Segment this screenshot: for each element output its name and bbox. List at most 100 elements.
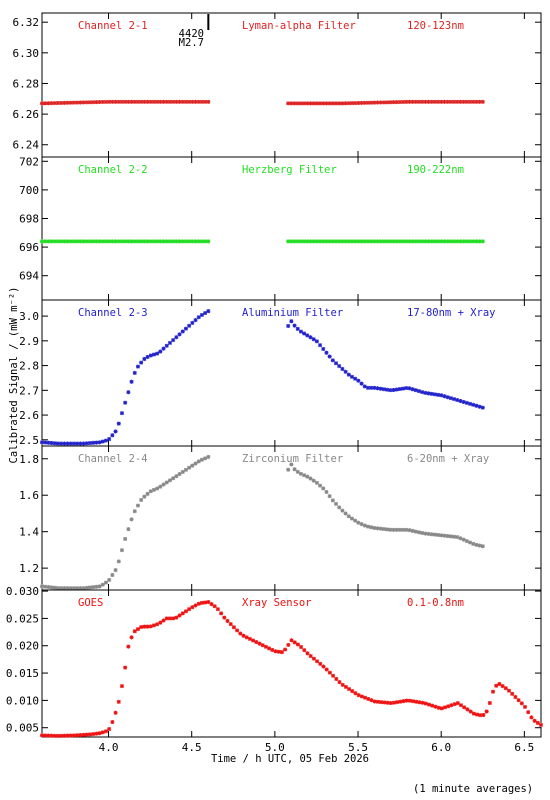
data-point bbox=[177, 332, 182, 337]
data-point bbox=[442, 99, 447, 104]
data-point bbox=[526, 710, 531, 715]
data-point bbox=[129, 635, 134, 640]
data-point bbox=[350, 689, 355, 694]
data-point bbox=[193, 603, 198, 608]
data-point bbox=[132, 239, 137, 244]
data-point bbox=[340, 101, 345, 106]
data-point bbox=[167, 239, 172, 244]
data-point bbox=[276, 649, 281, 654]
data-point bbox=[391, 100, 396, 105]
data-point bbox=[381, 239, 386, 244]
data-point bbox=[417, 700, 422, 705]
data-point bbox=[46, 101, 51, 106]
data-point bbox=[199, 239, 204, 244]
data-point bbox=[46, 239, 51, 244]
data-point bbox=[286, 467, 291, 472]
data-point bbox=[423, 701, 428, 706]
data-point bbox=[519, 701, 524, 706]
data-point bbox=[404, 527, 409, 532]
data-point bbox=[180, 99, 185, 104]
data-point bbox=[436, 99, 441, 104]
data-point bbox=[43, 584, 48, 589]
data-point bbox=[480, 405, 485, 410]
data-point bbox=[206, 309, 211, 314]
data-point bbox=[340, 239, 345, 244]
data-point bbox=[308, 476, 313, 481]
y-tick-label: 0.010 bbox=[6, 694, 39, 707]
data-point bbox=[52, 101, 57, 106]
data-point bbox=[331, 673, 336, 678]
data-point bbox=[299, 645, 304, 650]
data-point bbox=[71, 100, 76, 105]
data-point bbox=[158, 239, 163, 244]
y-tick-label: 6.30 bbox=[13, 47, 40, 60]
data-point bbox=[471, 239, 476, 244]
data-point bbox=[314, 480, 319, 485]
data-point bbox=[289, 239, 294, 244]
data-point bbox=[334, 101, 339, 106]
data-point bbox=[59, 441, 64, 446]
data-point bbox=[359, 239, 364, 244]
data-point bbox=[477, 239, 482, 244]
data-point bbox=[458, 99, 463, 104]
data-point bbox=[461, 399, 466, 404]
data-point bbox=[254, 640, 259, 645]
data-point bbox=[503, 686, 508, 691]
data-point bbox=[251, 638, 256, 643]
data-point bbox=[404, 386, 409, 391]
data-point bbox=[81, 239, 86, 244]
data-point bbox=[49, 585, 54, 590]
data-point bbox=[71, 586, 76, 591]
data-point bbox=[510, 691, 515, 696]
panel-5: 0.005 0.010 0.015 0.020 0.025 0.030 4.0 4.5 5.0 5… bbox=[6, 585, 543, 754]
data-point bbox=[75, 586, 80, 591]
data-point bbox=[461, 537, 466, 542]
data-point bbox=[151, 623, 156, 628]
data-point bbox=[107, 437, 112, 442]
data-point bbox=[401, 699, 406, 704]
data-point bbox=[161, 482, 166, 487]
data-point bbox=[458, 536, 463, 541]
data-point bbox=[65, 441, 70, 446]
data-point bbox=[206, 600, 211, 605]
data-point bbox=[126, 99, 131, 104]
data-point bbox=[298, 329, 303, 334]
x-tick-label: 6.0 bbox=[431, 741, 451, 754]
data-point bbox=[270, 647, 275, 652]
data-point bbox=[429, 239, 434, 244]
data-point bbox=[366, 696, 371, 701]
y-tick-label: 1.2 bbox=[19, 562, 39, 575]
data-point bbox=[404, 698, 409, 703]
data-point bbox=[432, 239, 437, 244]
data-point bbox=[410, 387, 415, 392]
data-point bbox=[151, 352, 156, 357]
data-point bbox=[397, 387, 402, 392]
data-point bbox=[116, 239, 121, 244]
data-point bbox=[62, 586, 67, 591]
data-point bbox=[123, 665, 128, 670]
panel-label: Channel 2-3 bbox=[78, 307, 148, 319]
data-point bbox=[203, 239, 208, 244]
panel-label: Lyman-alpha Filter bbox=[242, 20, 356, 32]
data-point bbox=[378, 526, 383, 531]
y-tick-label: 702 bbox=[19, 155, 39, 168]
data-point bbox=[103, 729, 108, 734]
data-point bbox=[423, 239, 428, 244]
panel-3: 2.5 2.6 2.7 2.8 2.9 3.0 Channel 2-3 Aluminium F… bbox=[19, 299, 542, 447]
data-point bbox=[174, 335, 179, 340]
data-point bbox=[445, 395, 450, 400]
data-point bbox=[516, 698, 521, 703]
data-point bbox=[398, 699, 403, 704]
data-point bbox=[375, 526, 380, 531]
data-point bbox=[75, 733, 80, 738]
data-point bbox=[203, 456, 208, 461]
data-point bbox=[497, 681, 502, 686]
panel-frame bbox=[41, 589, 542, 738]
data-point bbox=[484, 709, 489, 714]
data-point bbox=[397, 527, 402, 532]
data-point bbox=[68, 441, 73, 446]
data-point bbox=[295, 239, 300, 244]
y-tick-label: 0.020 bbox=[6, 640, 39, 653]
data-point bbox=[452, 99, 457, 104]
data-point bbox=[129, 239, 134, 244]
